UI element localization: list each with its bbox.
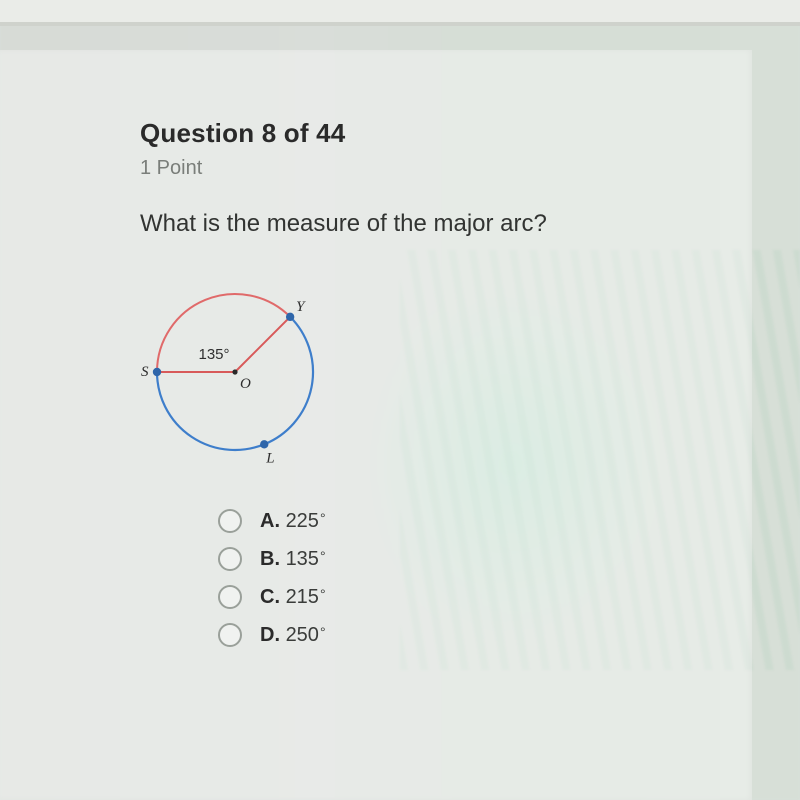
choice-a[interactable]: A. 225°: [218, 509, 720, 533]
question-block: Question 8 of 44 1 Point What is the mea…: [140, 118, 720, 661]
radio-icon[interactable]: [218, 623, 242, 647]
choice-c[interactable]: C. 215°: [218, 585, 720, 609]
svg-text:O: O: [240, 376, 251, 392]
svg-text:L: L: [265, 451, 274, 467]
question-title: Question 8 of 44: [140, 118, 720, 149]
diagram: 135° Y S L O: [130, 264, 720, 479]
radio-icon[interactable]: [218, 585, 242, 609]
choice-d[interactable]: D. 250°: [218, 623, 720, 647]
question-prompt: What is the measure of the major arc?: [140, 208, 720, 240]
choice-label: D. 250°: [260, 624, 326, 647]
choice-label: B. 135°: [260, 548, 326, 571]
question-points: 1 Point: [140, 157, 720, 180]
radio-icon[interactable]: [218, 547, 242, 571]
choice-label: C. 215°: [260, 586, 326, 609]
svg-text:S: S: [141, 364, 149, 380]
radio-icon[interactable]: [218, 509, 242, 533]
svg-text:135°: 135°: [198, 346, 229, 363]
choice-label: A. 225°: [260, 510, 326, 533]
circle-diagram-svg: 135° Y S L O: [130, 264, 340, 474]
svg-text:Y: Y: [296, 299, 306, 315]
browser-toolbar-sliver: [0, 0, 800, 26]
answer-choices: A. 225° B. 135° C. 215° D. 250°: [218, 509, 720, 647]
choice-b[interactable]: B. 135°: [218, 547, 720, 571]
